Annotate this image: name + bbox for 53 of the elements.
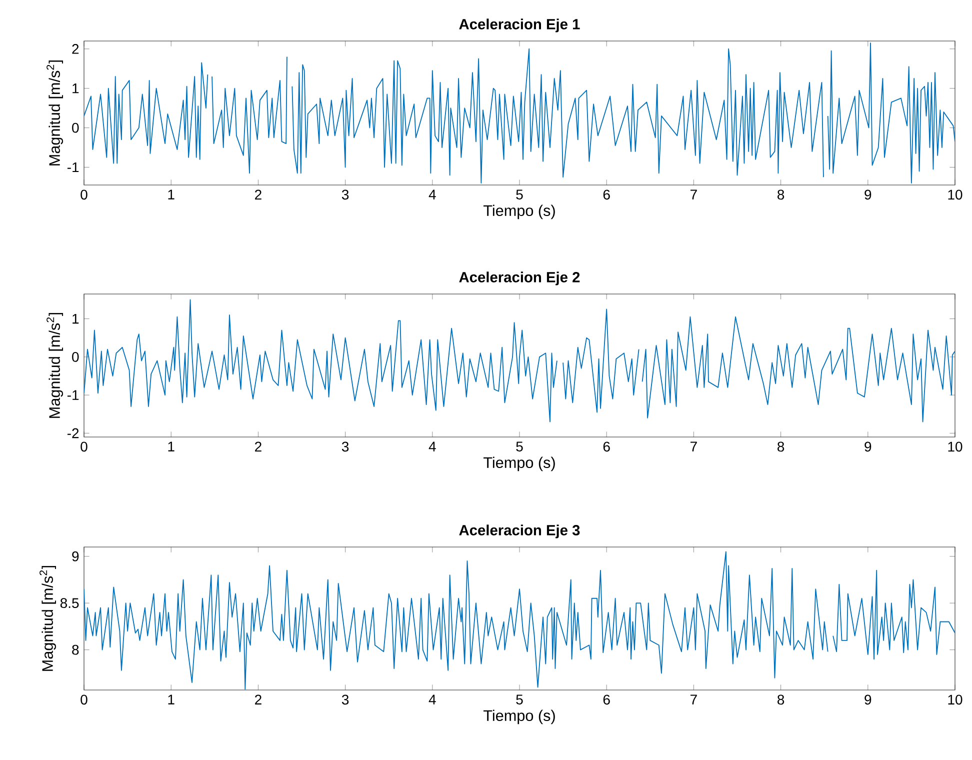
x-tick-label: 9 (864, 442, 872, 452)
x-tick-label: 7 (690, 190, 697, 200)
y-tick-label: 1 (72, 314, 79, 324)
x-tick-label: 6 (603, 694, 610, 705)
x-tick-label: 1 (168, 190, 174, 200)
x-tick-label: 4 (428, 190, 436, 200)
x-tick-label: 0 (80, 694, 88, 705)
x-axis-title: Tiempo (s) (483, 204, 555, 220)
x-axis-title: Tiempo (s) (483, 710, 555, 724)
x-tick-label: 10 (948, 694, 962, 705)
x-tick-label: 5 (516, 190, 523, 200)
y-tick-label: 0 (72, 122, 79, 133)
x-tick-label: 8 (778, 442, 784, 452)
x-tick-label: 6 (603, 190, 610, 200)
x-tick-label: 2 (255, 190, 262, 200)
y-tick-label: 1 (72, 84, 79, 94)
x-tick-label: 5 (516, 694, 523, 704)
x-tick-label: 0 (80, 190, 88, 200)
x-tick-label: 8 (778, 694, 784, 705)
x-tick-label: 7 (690, 442, 697, 452)
y-tick-label: -1 (67, 162, 79, 172)
y-tick-label: 8 (72, 644, 79, 655)
y-tick-label: -2 (67, 428, 79, 438)
x-tick-label: 2 (255, 442, 262, 452)
x-tick-label: 5 (516, 442, 523, 452)
x-tick-label: 8 (778, 190, 784, 200)
x-axis-title: Tiempo (s) (483, 456, 555, 472)
x-tick-label: 9 (864, 190, 872, 200)
y-tick-label: -1 (67, 390, 79, 400)
y-axis-title: Magnitud [m/s$^{2}$] (40, 566, 56, 671)
y-axis-title: Magnitud [m/s$^{2}$] (46, 313, 64, 418)
y-tick-label: 9 (72, 551, 79, 562)
x-tick-label: 3 (342, 190, 349, 200)
x-tick-label: 7 (690, 694, 697, 704)
y-axis-title: Magnitud [m/s$^{2}$] (46, 60, 64, 166)
y-tick-label: 8.5 (60, 598, 79, 608)
x-tick-label: 4 (428, 694, 436, 704)
x-tick-label: 1 (168, 694, 174, 704)
x-tick-label: 0 (80, 442, 88, 452)
x-tick-label: 10 (948, 442, 962, 452)
chart-title: Aceleracion Eje 1 (459, 18, 580, 32)
x-tick-label: 9 (864, 694, 872, 705)
x-tick-label: 2 (255, 694, 262, 704)
x-tick-label: 1 (168, 442, 174, 452)
chart-title: Aceleracion Eje 3 (459, 524, 580, 538)
y-tick-label: 0 (72, 352, 79, 362)
x-tick-label: 4 (428, 442, 436, 452)
x-tick-label: 3 (342, 442, 349, 452)
chart-title: Aceleracion Eje 2 (459, 272, 580, 286)
x-tick-label: 3 (342, 694, 349, 705)
x-tick-label: 6 (603, 442, 610, 452)
y-tick-label: 2 (72, 44, 79, 54)
x-tick-label: 10 (948, 190, 962, 200)
